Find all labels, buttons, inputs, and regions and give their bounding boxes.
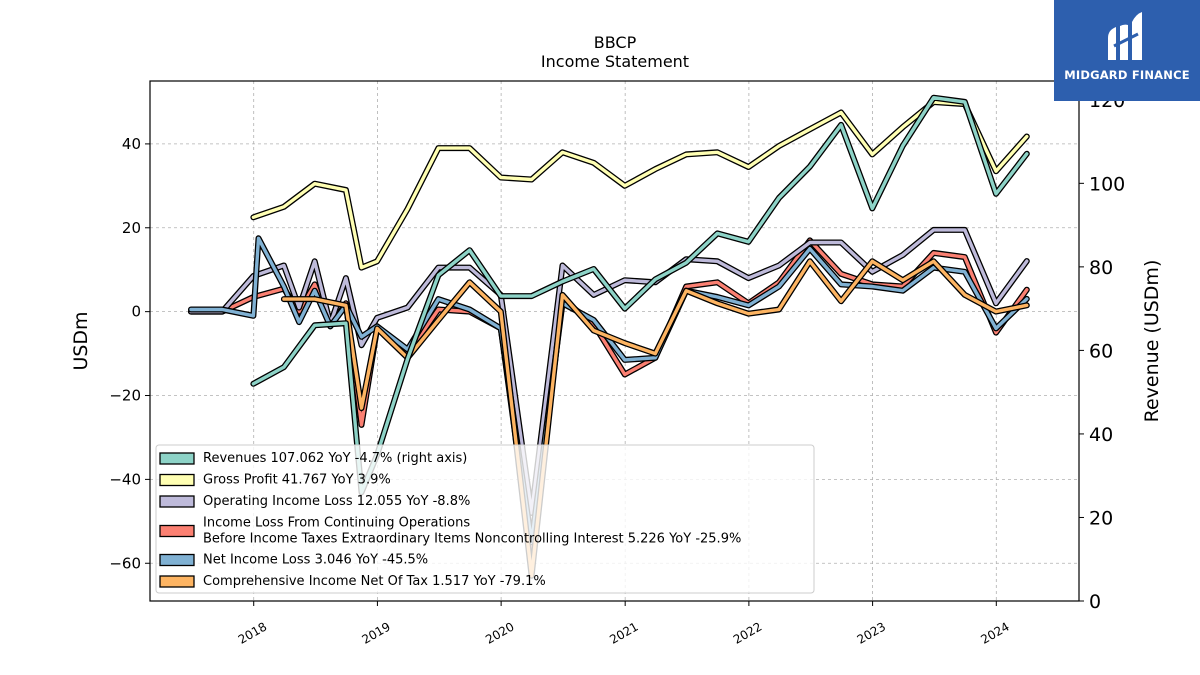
y-tick-label-left: 0 — [131, 303, 141, 321]
x-tick-label: 2023 — [855, 619, 888, 646]
legend-box — [155, 444, 815, 594]
legend: Revenues 107.062 YoY -4.7% (right axis) G… — [155, 444, 815, 594]
x-tick-label: 2024 — [978, 619, 1011, 646]
y-tick-label-right: 60 — [1089, 340, 1113, 362]
legend-label: Comprehensive Income Net Of Tax 1.517 Yo… — [203, 574, 546, 589]
y-tick-label-left: −20 — [109, 387, 141, 405]
brand-name: MIDGARD FINANCE — [1064, 68, 1190, 82]
y-tick-label-right: 0 — [1089, 591, 1101, 613]
series-line — [282, 259, 1029, 578]
x-tick-label: 2021 — [607, 619, 640, 646]
legend-swatch — [159, 452, 195, 465]
legend-label: Income Loss From Continuing Operations — [203, 516, 470, 531]
x-tick-label: 2020 — [483, 619, 516, 646]
series-line — [251, 100, 1029, 270]
y-tick-label-right: 20 — [1089, 507, 1113, 529]
plot-frame — [149, 80, 1080, 602]
legend-label: Before Income Taxes Extraordinary Items … — [203, 532, 741, 547]
chart-title: BBCP — [594, 33, 637, 52]
y-tick-label-right: 40 — [1089, 424, 1113, 446]
brand-logo: MIDGARD FINANCE — [1054, 0, 1200, 101]
x-tick-label: 2022 — [731, 619, 764, 646]
legend-label: Revenues 107.062 YoY -4.7% (right axis) — [203, 451, 467, 466]
legend-swatch — [159, 575, 195, 588]
legend-label: Operating Income Loss 12.055 YoY -8.8% — [203, 494, 470, 509]
x-tick-label: 2018 — [236, 619, 269, 646]
brand-mark-icon — [1108, 12, 1142, 61]
series-line — [189, 228, 1029, 515]
y-tick-label-right: 80 — [1089, 257, 1113, 279]
y-tick-label-left: 20 — [122, 219, 141, 237]
y-tick-label-left: −40 — [109, 470, 141, 488]
y-axis-label-left: USDm — [70, 311, 92, 370]
x-tick-label: 2019 — [359, 619, 392, 646]
legend-label: Gross Profit 41.767 YoY 3.9% — [203, 473, 391, 488]
y-tick-label-left: −60 — [109, 554, 141, 572]
y-tick-label-left: 40 — [122, 135, 141, 153]
legend-swatch — [159, 553, 195, 567]
y-axis-label-right: Revenue (USDm) — [1141, 260, 1163, 423]
y-tick-label-right: 100 — [1089, 173, 1125, 195]
legend-swatch — [159, 495, 195, 508]
legend-label: Net Income Loss 3.046 YoY -45.5% — [203, 553, 428, 568]
legend-swatch — [159, 473, 195, 487]
chart-subtitle: Income Statement — [541, 52, 689, 71]
series-line — [251, 95, 1029, 495]
legend-swatch — [159, 524, 195, 538]
series-outline — [250, 99, 1030, 271]
